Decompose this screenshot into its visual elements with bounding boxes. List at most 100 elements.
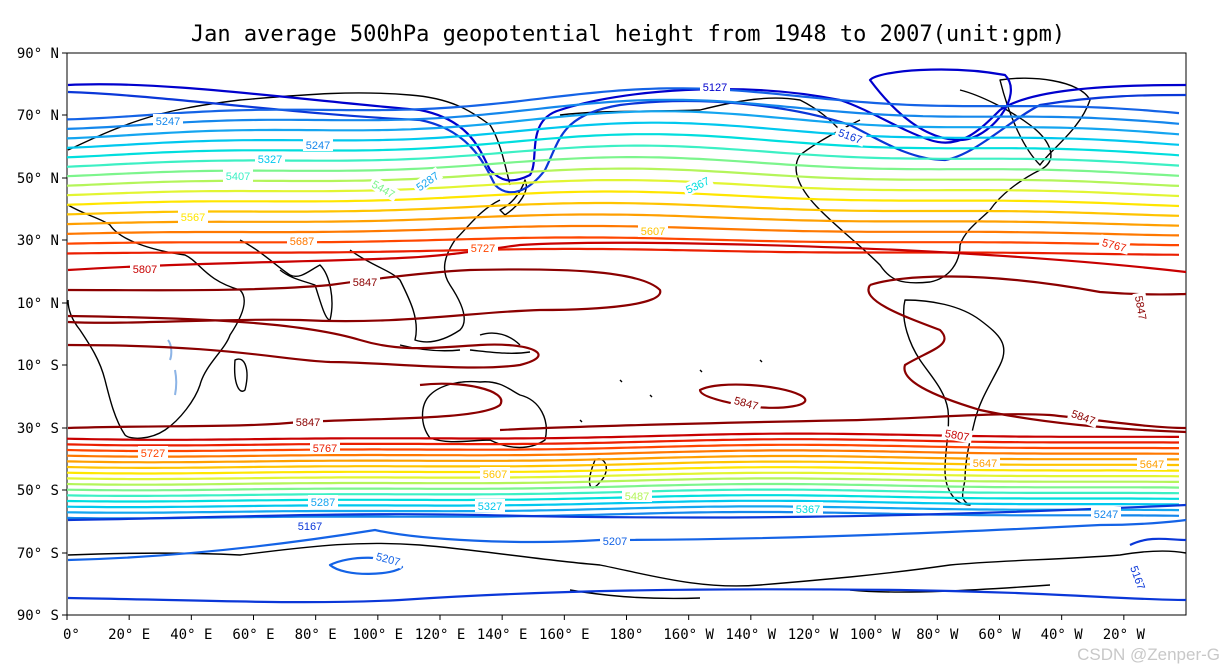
coastline [399, 332, 531, 354]
contour-label-bg [730, 392, 763, 413]
x-tick-label: 120° E [415, 627, 466, 643]
contour-5207 [66, 87, 1180, 121]
contour-label: 5167 [298, 521, 322, 533]
contour-label-bg [622, 489, 652, 502]
contour-5407 [66, 144, 1180, 168]
y-tick-label: 70° S [17, 546, 59, 562]
contour-5847 [67, 268, 662, 324]
contour-label: 5847 [296, 417, 320, 429]
x-tick-label: 80° W [916, 627, 959, 643]
contour-label: 5127 [703, 82, 727, 94]
x-tick-label: 120° W [788, 627, 839, 643]
contour-5487 [66, 477, 1179, 486]
contour-label-bg [255, 152, 285, 165]
chart-title: Jan average 500hPa geopotential height f… [191, 22, 1065, 47]
contour-label: 5687 [290, 236, 314, 248]
contour-label-bg [308, 495, 338, 508]
contour-label-bg [303, 138, 333, 151]
contour-label: 5767 [313, 443, 337, 455]
coastline [67, 542, 1187, 587]
x-tick-label: 40° E [170, 627, 212, 643]
contour-5767 [66, 247, 1180, 256]
y-tick-label: 10° S [17, 358, 59, 374]
contour-5847-pacific [698, 383, 807, 409]
contour-5327 [66, 499, 1180, 509]
contour-label: 5607 [641, 226, 665, 238]
contour-label-bg [480, 467, 510, 480]
y-tick-label: 90° S [17, 608, 59, 624]
coastline [67, 204, 245, 439]
contour-5847-spac [499, 413, 1187, 432]
coastline [999, 77, 1091, 166]
x-tick-label: 40° W [1041, 627, 1084, 643]
contour-label-bg [700, 80, 730, 93]
contour-label-bg [475, 499, 505, 512]
contour-label-bg [681, 172, 714, 197]
y-tick-label: 30° N [17, 233, 59, 249]
contour-5167-se [1129, 537, 1187, 546]
contour-label-bg [638, 224, 668, 237]
contour-label: 5487 [625, 491, 649, 503]
contour-label-bg [223, 169, 253, 182]
y-tick-label: 10° N [17, 296, 59, 312]
contour-label: 5327 [478, 501, 502, 513]
y-tick-label: 70° N [17, 108, 59, 124]
coastline [795, 89, 1052, 284]
contour-5247 [66, 98, 1180, 130]
contour-label: 5367 [796, 504, 820, 516]
contour-label: 5847 [353, 277, 377, 289]
x-tick-label: 160° E [539, 627, 590, 643]
contour-label: 5647 [1140, 459, 1164, 471]
contour-label: 5567 [181, 212, 205, 224]
coastline [579, 359, 763, 423]
contour-5287 [66, 505, 1180, 514]
y-tick-label: 30° S [17, 421, 59, 437]
contour-5367 [66, 133, 1180, 159]
contour-label: 5327 [258, 154, 282, 166]
contour-label-bg [178, 210, 208, 223]
contour-5647 [66, 213, 1180, 227]
contour-label: 5207 [603, 536, 627, 548]
contour-5567 [66, 190, 1180, 208]
contour-label-bg [293, 415, 323, 428]
contour-label: 5607 [483, 469, 507, 481]
x-tick-label: 0° [63, 627, 80, 643]
contour-5727 [66, 443, 1179, 453]
x-tick-label: 180° [610, 627, 644, 643]
contour-5527 [66, 179, 1180, 198]
contour-label-bg [1091, 507, 1121, 520]
x-tick-label: 100° E [353, 627, 404, 643]
coastline [499, 179, 527, 216]
contour-label-bg [1098, 234, 1131, 255]
contour-label-bg [130, 262, 160, 275]
x-tick-label: 140° E [477, 627, 528, 643]
contour-5847-south [67, 314, 540, 369]
contour-5607 [66, 201, 1180, 217]
x-tick-label: 160° W [663, 627, 714, 643]
contour-5847-aus [67, 382, 503, 430]
watermark: CSDN @Zenper-G [1077, 645, 1220, 664]
contour-label-bg [1132, 291, 1151, 324]
contour-label-bg [372, 548, 405, 569]
x-axis-ticks: 0° 20° E 40° E 60° E 80° E 100° E 120° E 140° E… [63, 615, 1145, 643]
contour-5847-east [869, 275, 1187, 296]
x-tick-label: 140° W [726, 627, 777, 643]
contour-label: 5727 [141, 448, 165, 460]
contour-label-bg [1137, 457, 1167, 470]
contour-label: 5407 [226, 171, 250, 183]
contour-5527 [66, 471, 1180, 481]
contour-label-bg [834, 124, 867, 147]
coastline [239, 239, 333, 321]
contour-label: 5727 [471, 243, 495, 255]
contour-label: 5247 [156, 116, 180, 128]
contour-label-bg [153, 114, 183, 127]
contour-label: 5807 [133, 264, 157, 276]
contour-5807 [67, 241, 1187, 274]
contour-label-bg [411, 166, 444, 195]
contour-5207 [67, 518, 1187, 562]
contour-label-bg [1127, 561, 1150, 594]
contour-5567 [66, 466, 1180, 475]
contour-5807 [66, 432, 1179, 441]
